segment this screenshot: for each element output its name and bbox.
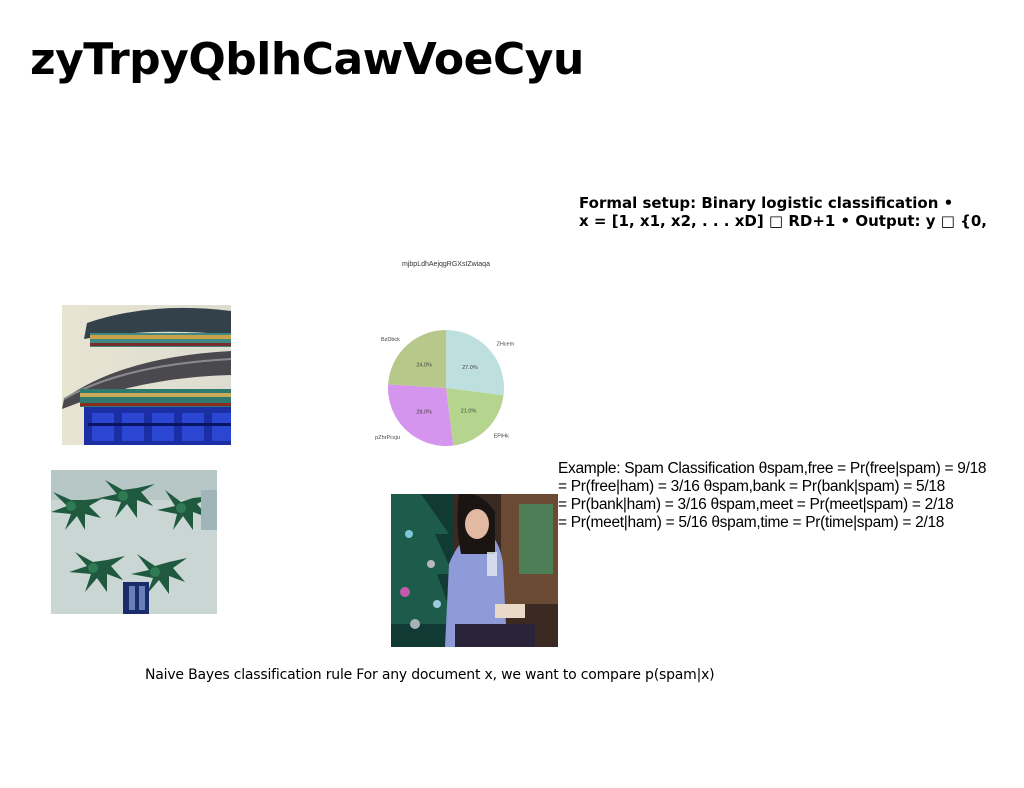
- pie-category-label: ZHcem: [496, 342, 514, 348]
- spam-example-text: Example: Spam Classification θspam,free …: [558, 460, 1024, 532]
- example-line-3: = Pr(bank|ham) = 3/16 θspam,meet = Pr(me…: [558, 496, 954, 513]
- chart-title: mjbpLdhAejqgRGXsIZwiaqa: [402, 261, 490, 268]
- formal-setup-text: Formal setup: Binary logistic classifica…: [579, 194, 1024, 234]
- pie-category-label: pZhrPcxju: [375, 435, 400, 441]
- pie-percent-label: 28.0%: [416, 409, 432, 415]
- palm-trees-photo: [51, 470, 217, 614]
- pie-percent-label: 24.0%: [416, 363, 432, 369]
- pie-category-label: BzDbck: [381, 337, 400, 343]
- pie-slice-ZHcem: [446, 330, 504, 396]
- formal-line-2: x = [1, x1, x2, . . . xD] □ RD+1 • Outpu…: [579, 212, 987, 230]
- temple-photo: [62, 305, 231, 445]
- pie-slice-EPiHk: [446, 388, 504, 446]
- example-line-4: = Pr(meet|ham) = 5/16 θspam,time = Pr(ti…: [558, 514, 945, 531]
- example-line-2: = Pr(free|ham) = 3/16 θspam,bank = Pr(ba…: [558, 478, 946, 495]
- pie-slice-pZhrPcxju: [388, 384, 454, 446]
- naive-bayes-text: Naive Bayes classification rule For any …: [145, 667, 715, 683]
- pie-slice-BzDbck: [388, 330, 446, 388]
- example-line-1: Example: Spam Classification θspam,free …: [558, 460, 987, 477]
- pie-chart: mjbpLdhAejqgRGXsIZwiaqa 27.0% ZHcem 21.0% E…: [375, 261, 515, 446]
- formal-line-1: Formal setup: Binary logistic classifica…: [579, 194, 954, 212]
- pie-category-label: EPiHk: [494, 434, 510, 440]
- pie-percent-label: 27.0%: [462, 365, 478, 371]
- woman-christmas-tree-photo: [391, 494, 558, 647]
- slide-title: zyTrpyQblhCawVoeCyu: [30, 34, 584, 85]
- pie-percent-label: 21.0%: [461, 409, 477, 415]
